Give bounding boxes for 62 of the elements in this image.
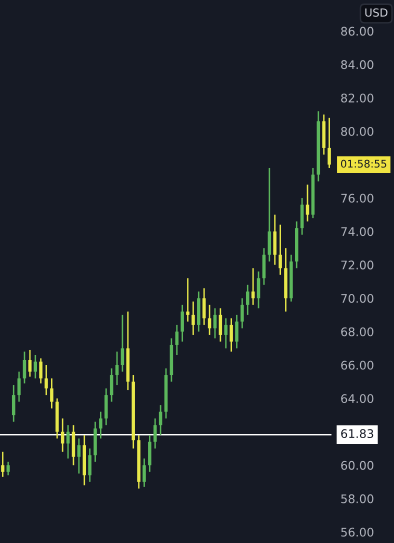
candlestick: [218, 308, 222, 342]
candlestick: [50, 378, 54, 410]
candlestick: [142, 458, 146, 488]
y-tick-label: 80.00: [341, 126, 374, 136]
y-tick-label: 58.00: [341, 494, 374, 504]
candlestick: [186, 277, 190, 322]
candlestick: [1, 451, 4, 478]
candlestick: [306, 184, 310, 222]
candlestick: [17, 370, 21, 402]
candlestick: [88, 448, 92, 483]
candlestick: [175, 324, 179, 356]
text: USD: [365, 8, 388, 17]
candlestick: [235, 314, 238, 350]
candlestick: [99, 411, 102, 440]
candlestick: [60, 418, 64, 453]
candlestick: [34, 354, 38, 380]
y-tick-label: 72.00: [341, 260, 374, 270]
y-tick-label: 56.00: [341, 528, 374, 537]
y-tick-label: 76.00: [341, 194, 374, 203]
candlestick: [153, 418, 157, 450]
candlestick: [6, 461, 10, 476]
candlestick: [28, 349, 32, 378]
candlestick: [115, 350, 119, 386]
y-tick-label: 66.00: [341, 360, 374, 370]
candlestick: [230, 318, 233, 352]
candlestick: [268, 167, 272, 262]
candlestick: [66, 424, 70, 460]
y-tick-label: 86.00: [341, 26, 374, 36]
candlestick: [208, 304, 212, 336]
candlestick: [120, 314, 124, 372]
candlestick: [213, 308, 217, 339]
candlestick: [224, 318, 228, 350]
candlestick: [39, 358, 42, 384]
candlestick: [192, 300, 195, 336]
candlestick: [246, 284, 250, 316]
y-tick-label: 84.00: [341, 60, 374, 70]
candlestick: [240, 298, 244, 329]
text: 01:58:55: [341, 160, 386, 168]
candlestick: [148, 434, 152, 473]
candlestick: [44, 364, 48, 396]
candlestick: [110, 368, 114, 402]
y-tick-label: 68.00: [341, 327, 374, 336]
candlestick: [77, 438, 81, 474]
y-tick-label: 82.00: [341, 94, 374, 102]
candlestick: [251, 267, 255, 306]
candlestick: [256, 270, 260, 309]
y-tick-label: 74.00: [341, 227, 374, 236]
y-tick-label: 60.00: [341, 460, 374, 470]
candlestick: [262, 247, 266, 286]
candlestick: [180, 304, 184, 342]
candlestick: [278, 224, 282, 276]
candlestick: [104, 388, 108, 426]
y-tick-label: 64.00: [341, 394, 374, 404]
candlestick: [202, 288, 206, 326]
candlestick: [12, 384, 16, 422]
ref-line-label: 61.83: [341, 429, 374, 438]
candlestick: [300, 197, 304, 236]
candlestick: [273, 214, 276, 266]
candlestick: [22, 350, 26, 384]
candlestick: [158, 404, 162, 436]
candlestick: [328, 117, 331, 169]
y-tick-label: 70.00: [341, 294, 374, 303]
